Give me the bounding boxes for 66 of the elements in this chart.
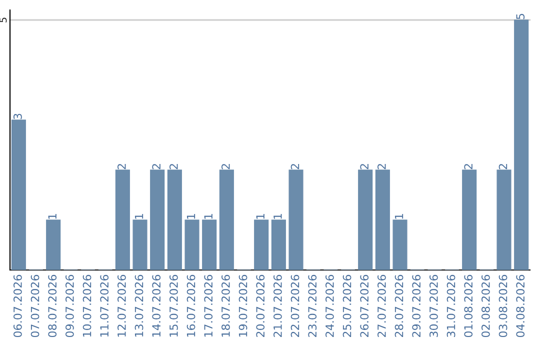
data-label: 1 bbox=[186, 214, 196, 219]
data-label: 2 bbox=[498, 164, 508, 170]
x-tick-label: 28.07.2026 bbox=[394, 274, 404, 337]
bar bbox=[219, 170, 234, 270]
data-label: 2 bbox=[169, 164, 178, 170]
bar bbox=[392, 220, 408, 270]
x-tick-label: 29.07.2026 bbox=[412, 274, 421, 337]
data-label: 2 bbox=[221, 164, 230, 170]
bar bbox=[271, 220, 286, 270]
x-tick-label: 02.08.2026 bbox=[481, 274, 490, 338]
data-label: 1 bbox=[134, 214, 144, 219]
x-tick-label: 04.08.2026 bbox=[516, 274, 525, 338]
data-label: 1 bbox=[204, 214, 212, 219]
bar bbox=[496, 170, 512, 270]
data-label: 1 bbox=[274, 214, 282, 219]
x-tick-label: 31.07.2026 bbox=[446, 274, 456, 337]
x-tick-label: 23.07.2026 bbox=[308, 274, 317, 337]
data-label: 1 bbox=[48, 214, 56, 219]
x-tick-label: 27.07.2026 bbox=[377, 274, 386, 337]
x-tick-label: 07.07.2026 bbox=[30, 274, 40, 338]
x-tick-label: 21.07.2026 bbox=[273, 274, 282, 337]
bar bbox=[115, 170, 130, 270]
x-tick-label: 25.07.2026 bbox=[342, 274, 352, 337]
data-label: 2 bbox=[464, 164, 472, 170]
x-tick-label: 22.07.2026 bbox=[290, 274, 300, 337]
bar bbox=[358, 170, 373, 270]
bar bbox=[288, 170, 304, 270]
bar bbox=[11, 120, 26, 270]
x-tick-label: 17.07.2026 bbox=[204, 274, 213, 337]
x-tick-label: 06.07.2026 bbox=[13, 274, 22, 338]
bar bbox=[202, 220, 217, 270]
x-tick-label: 14.07.2026 bbox=[152, 274, 161, 337]
bar bbox=[167, 170, 182, 270]
x-tick-label: 13.07.2026 bbox=[134, 274, 144, 337]
data-label: 5 bbox=[516, 14, 525, 20]
bar bbox=[132, 220, 148, 270]
bar bbox=[514, 20, 529, 270]
x-tick-label: 24.07.2026 bbox=[325, 274, 334, 337]
x-tick-label: 18.07.2026 bbox=[221, 274, 230, 337]
x-tick-label: 20.07.2026 bbox=[256, 274, 265, 337]
x-tick-label: 08.07.2026 bbox=[48, 274, 57, 338]
x-tick-label: 16.07.2026 bbox=[186, 274, 196, 337]
data-label: 2 bbox=[360, 164, 368, 170]
bar bbox=[462, 170, 477, 270]
x-tick-label: 09.07.2026 bbox=[65, 274, 74, 338]
bar bbox=[375, 170, 390, 270]
x-tick-label: 30.07.2026 bbox=[429, 274, 438, 337]
bar bbox=[184, 220, 200, 270]
data-label: 1 bbox=[394, 214, 404, 219]
bar bbox=[254, 220, 269, 270]
data-label: 1 bbox=[256, 214, 264, 219]
bar bbox=[46, 220, 61, 270]
x-tick-label: 26.07.2026 bbox=[360, 274, 369, 337]
data-label: 2 bbox=[377, 164, 386, 170]
data-label: 2 bbox=[117, 164, 126, 170]
x-tick-label: 10.07.2026 bbox=[82, 274, 92, 337]
x-tick-label: 15.07.2026 bbox=[169, 274, 178, 337]
data-label: 2 bbox=[290, 164, 300, 170]
x-tick-label: 11.07.2026 bbox=[100, 274, 109, 337]
x-tick-label: 19.07.2026 bbox=[238, 274, 248, 337]
data-label: 2 bbox=[152, 164, 160, 170]
data-label: 3 bbox=[13, 114, 22, 120]
x-tick-label: 01.08.2026 bbox=[464, 274, 473, 338]
bar bbox=[150, 170, 165, 270]
x-tick-label: 12.07.2026 bbox=[117, 274, 126, 337]
x-tick-label: 03.08.2026 bbox=[498, 274, 508, 338]
